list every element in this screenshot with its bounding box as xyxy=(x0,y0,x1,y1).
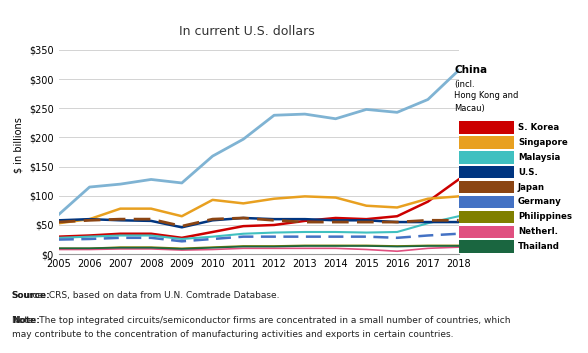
FancyBboxPatch shape xyxy=(459,196,514,208)
Text: S. Korea: S. Korea xyxy=(518,123,559,132)
FancyBboxPatch shape xyxy=(459,181,514,193)
Text: In current U.S. dollars: In current U.S. dollars xyxy=(179,25,315,38)
Text: (incl.: (incl. xyxy=(455,80,475,89)
Text: Source:: Source: xyxy=(12,291,51,300)
Text: Macau): Macau) xyxy=(455,104,485,113)
Text: China: China xyxy=(455,65,487,75)
FancyBboxPatch shape xyxy=(459,121,514,134)
Text: Netherl.: Netherl. xyxy=(518,227,558,236)
Text: Hong Kong and: Hong Kong and xyxy=(455,91,519,101)
Text: Thailand: Thailand xyxy=(518,242,560,251)
Text: Singapore: Singapore xyxy=(518,138,567,147)
Text: Germany: Germany xyxy=(518,197,562,207)
FancyBboxPatch shape xyxy=(459,136,514,149)
FancyBboxPatch shape xyxy=(459,226,514,238)
Text: Note:: Note: xyxy=(12,316,39,325)
FancyBboxPatch shape xyxy=(459,166,514,179)
FancyBboxPatch shape xyxy=(459,211,514,223)
Text: Philippines: Philippines xyxy=(518,213,572,221)
Text: Source: CRS, based on data from U.N. Comtrade Database.: Source: CRS, based on data from U.N. Com… xyxy=(12,291,279,300)
Y-axis label: $ in billions: $ in billions xyxy=(14,117,24,173)
FancyBboxPatch shape xyxy=(459,151,514,163)
Text: Note: The top integrated circuits/semiconductor firms are concentrated in a smal: Note: The top integrated circuits/semico… xyxy=(12,316,510,325)
Text: Japan: Japan xyxy=(518,183,545,192)
Text: Malaysia: Malaysia xyxy=(518,153,560,162)
Text: U.S.: U.S. xyxy=(518,168,538,177)
Text: may contribute to the concentration of manufacturing activities and exports in c: may contribute to the concentration of m… xyxy=(12,330,453,339)
FancyBboxPatch shape xyxy=(459,240,514,253)
